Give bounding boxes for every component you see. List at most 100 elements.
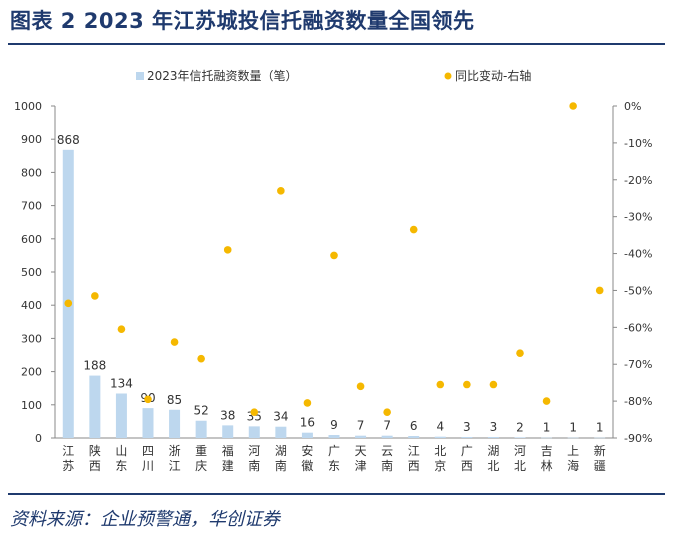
bar-value-label: 1	[596, 421, 604, 435]
bar	[142, 408, 154, 438]
left-tick-label: 500	[21, 266, 42, 279]
bar	[89, 375, 101, 438]
bar	[381, 435, 393, 438]
yoy-dot	[489, 380, 498, 389]
category-label: 疆	[594, 459, 606, 473]
bar	[355, 435, 367, 438]
bar-value-label: 35	[247, 409, 262, 423]
bar	[275, 426, 287, 438]
yoy-dot	[117, 325, 126, 333]
bar	[222, 425, 234, 438]
bar-value-label: 188	[83, 359, 106, 373]
yoy-dot	[436, 380, 445, 389]
bar	[169, 409, 181, 438]
bar	[514, 437, 526, 438]
category-label: 吉	[541, 444, 553, 458]
right-tick-label: -80%	[624, 395, 652, 408]
bar	[487, 437, 499, 438]
axes: 0 100 200 300 400 500 600 700 800 900 1000 0% -10% -2…	[14, 100, 652, 445]
category-label: 南	[248, 458, 260, 473]
bar-value-label: 1	[543, 421, 551, 435]
category-label: 天	[355, 444, 367, 458]
bar-value-label: 52	[194, 404, 209, 418]
category-label: 东	[328, 459, 340, 473]
yoy-dot	[330, 251, 338, 260]
category-label: 海	[567, 458, 579, 473]
category-label: 浙	[169, 444, 181, 458]
category-label: 林	[541, 459, 553, 473]
category-label: 江	[169, 459, 181, 473]
category-label: 北	[514, 459, 526, 473]
yoy-dot	[144, 395, 152, 404]
category-label: 川	[142, 459, 154, 473]
right-tick-label: -20%	[624, 174, 652, 187]
yoy-dot	[250, 408, 259, 416]
category-label: 重	[195, 444, 207, 458]
category-label: 庆	[195, 459, 207, 473]
right-tick-label: -40%	[624, 248, 652, 261]
yoy-dot	[542, 397, 551, 405]
bar	[461, 437, 473, 438]
yoy-dot	[303, 399, 312, 407]
bar-value-label: 85	[167, 393, 182, 407]
category-label: 北	[434, 444, 446, 458]
category-label: 东	[115, 459, 127, 473]
bar	[434, 436, 446, 438]
bar-value-label: 4	[436, 420, 444, 434]
left-tick-label: 1000	[14, 100, 42, 113]
category-label: 津	[355, 459, 367, 473]
category-label: 南	[275, 458, 287, 473]
bar-value-label: 16	[300, 416, 315, 430]
yoy-dots	[64, 102, 604, 416]
yoy-dot	[356, 382, 365, 391]
category-label: 苏	[62, 459, 74, 473]
yoy-dot	[569, 102, 577, 110]
right-tick-label: -60%	[624, 321, 652, 334]
left-tick-label: 400	[21, 299, 42, 312]
legend-dot-swatch	[444, 72, 452, 80]
category-labels: 江苏陕西山东四川浙江重庆福建河南湖南安徽广东天津云南江西北京广西湖北河北吉林上海…	[62, 443, 605, 473]
yoy-dot	[91, 292, 99, 300]
category-label: 福	[222, 443, 234, 458]
bar	[328, 435, 340, 438]
bar	[541, 437, 553, 439]
category-label: 河	[248, 444, 260, 458]
category-label: 徽	[301, 458, 313, 473]
yoy-dot	[64, 299, 73, 308]
legend-dot-label: 同比变动-右轴	[455, 68, 531, 83]
bar-value-label: 9	[330, 418, 338, 432]
bar-value-label: 38	[220, 408, 235, 422]
yoy-dot	[516, 349, 524, 357]
figure-title: 图表 2 2023 年江苏城投信托融资数量全国领先	[10, 9, 475, 33]
bar-value-label: 7	[383, 419, 391, 433]
category-label: 四	[142, 444, 154, 458]
right-tick-label: -30%	[624, 211, 652, 224]
category-label: 江	[408, 444, 420, 458]
category-label: 河	[514, 444, 526, 458]
category-label: 广	[461, 444, 473, 458]
category-label: 湖	[487, 443, 499, 458]
legend-bar-label: 2023年信托融资数量（笔）	[147, 68, 298, 83]
category-label: 西	[89, 459, 101, 473]
yoy-dot	[197, 354, 205, 363]
left-tick-label: 300	[21, 332, 42, 345]
yoy-dot	[409, 225, 418, 234]
left-tick-label: 700	[21, 200, 42, 213]
yoy-dot	[223, 246, 232, 254]
bar	[594, 437, 606, 439]
category-label: 湖	[275, 443, 287, 458]
yoy-dot	[170, 338, 179, 346]
right-tick-label: -50%	[624, 284, 652, 297]
source-note: 资料来源：企业预警通，华创证券	[10, 509, 280, 530]
category-label: 云	[381, 444, 393, 458]
right-tick-label: -10%	[624, 137, 652, 150]
legend: 2023年信托融资数量（笔） 同比变动-右轴	[136, 68, 531, 83]
bar	[115, 393, 127, 438]
left-tick-label: 0	[35, 432, 42, 445]
category-label: 江	[62, 444, 74, 458]
bar-value-label: 134	[110, 377, 133, 391]
yoy-dot	[277, 187, 285, 195]
yoy-dot	[383, 408, 391, 416]
bar-value-label: 3	[490, 420, 498, 434]
left-tick-label: 200	[21, 366, 42, 379]
